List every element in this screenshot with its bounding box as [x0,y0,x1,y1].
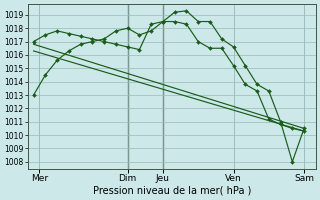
X-axis label: Pression niveau de la mer( hPa ): Pression niveau de la mer( hPa ) [92,186,251,196]
